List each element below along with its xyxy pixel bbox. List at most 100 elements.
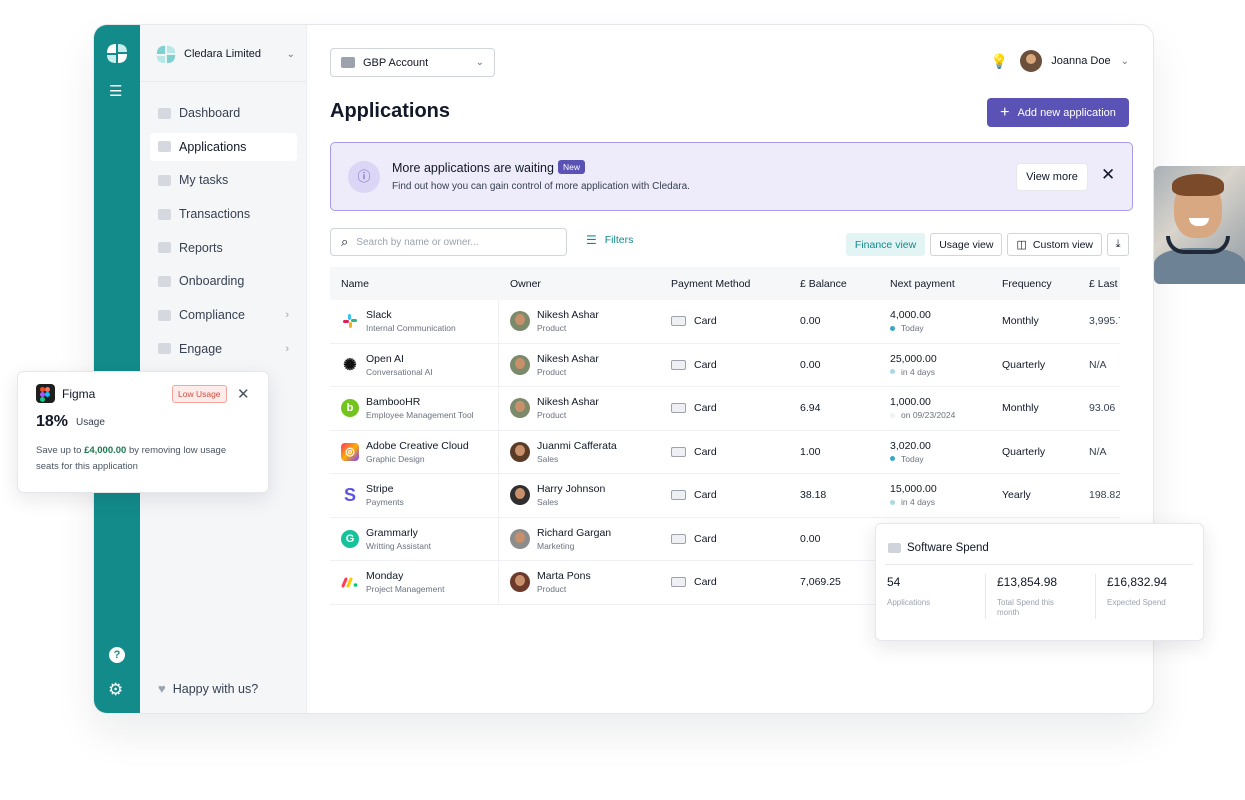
sidebar-item-compliance[interactable]: Compliance › [150, 301, 297, 329]
table-row[interactable]: b BambooHR Employee Management Tool Nikes… [330, 387, 1120, 431]
table-row[interactable]: ✺ Open AI Conversational AI Nikesh Ashar P… [330, 343, 1120, 387]
owner-name: Juanmi Cafferata [537, 439, 617, 452]
sidebar-item-my-tasks[interactable]: My tasks [150, 166, 297, 194]
dashboard-icon [158, 107, 171, 119]
app-name: Grammarly [366, 526, 418, 539]
spend-title: Software Spend [907, 542, 989, 554]
avatar [510, 354, 530, 375]
owner-dept: Product [537, 584, 567, 595]
view-switcher: Finance view Usage view ◫ Custom view ⤓ [845, 233, 1129, 256]
sidebar-item-transactions[interactable]: Transactions [150, 200, 297, 228]
owner-dept: Product [537, 366, 567, 377]
frequency: Monthly [1002, 402, 1039, 415]
help-icon[interactable]: ? [109, 647, 125, 663]
owner-dept: Product [537, 323, 567, 334]
sidebar-item-label: Applications [179, 139, 247, 154]
user-menu[interactable]: 💡 Joanna Doe ⌄ [991, 50, 1129, 72]
last-payment: 93.06 [1089, 402, 1116, 415]
add-application-button[interactable]: + Add new application [987, 98, 1129, 127]
balance: 6.94 [800, 402, 821, 415]
table-row[interactable]: Monday Project Management Marta Pons Produ… [330, 561, 1120, 605]
sidebar-item-dashboard[interactable]: Dashboard [150, 99, 297, 127]
sidebar-item-applications[interactable]: Applications [150, 132, 297, 161]
lightbulb-icon[interactable]: 💡 [990, 52, 1009, 69]
custom-view-button[interactable]: ◫ Custom view [1007, 233, 1102, 256]
filters-label: Filters [604, 234, 634, 246]
card-icon [671, 533, 686, 544]
feedback-link[interactable]: ♥ Happy with us? [158, 681, 258, 696]
app-category: Writting Assistant [366, 540, 432, 551]
owner-dept: Sales [537, 453, 559, 464]
view-more-button[interactable]: View more [1016, 163, 1088, 191]
sidebar-item-engage[interactable]: Engage › [150, 335, 297, 363]
table-row[interactable]: Slack Internal Communication Nikesh Ashar… [330, 300, 1120, 344]
sidebar-item-onboarding[interactable]: Onboarding [150, 267, 297, 295]
sidebar-item-reports[interactable]: Reports [150, 234, 297, 262]
menu-toggle-icon[interactable]: ☰ [109, 83, 123, 100]
finance-view-button[interactable]: Finance view [845, 233, 926, 256]
settings-gear-icon[interactable]: ⚙ [108, 680, 124, 699]
column-header[interactable]: £ Last pa [1089, 277, 1120, 290]
status-dot [890, 456, 895, 462]
column-header[interactable]: Name [341, 277, 370, 290]
column-header[interactable]: Owner [510, 277, 541, 290]
folder-icon [888, 543, 901, 553]
card-icon [671, 446, 686, 457]
avatar [1020, 50, 1043, 72]
table-row[interactable]: ◎ Adobe Creative Cloud Graphic Design Jua… [330, 430, 1120, 474]
filters-button[interactable]: ☰ Filters [586, 233, 633, 247]
next-payment-when: in 4 days [901, 497, 936, 508]
next-payment-amount: 1,000.00 [890, 396, 931, 409]
sidebar-item-label: Compliance [179, 308, 246, 323]
chevron-down-icon: ⌄ [286, 48, 295, 60]
next-payment-amount: 4,000.00 [890, 309, 931, 322]
app-name: Slack [366, 309, 392, 322]
app-category: Payments [366, 497, 404, 508]
avatar [510, 398, 530, 419]
table-row[interactable]: G Grammarly Writting Assistant Richard Ga… [330, 517, 1120, 561]
chevron-right-icon: › [285, 309, 289, 322]
pie-chart-icon [158, 242, 171, 254]
status-dot [890, 325, 895, 331]
app-name: Adobe Creative Cloud [366, 439, 469, 452]
payment-method: Card [694, 489, 717, 502]
stat-label: Total Spend this month [997, 598, 1054, 617]
close-icon[interactable]: ✕ [237, 386, 250, 403]
account-select[interactable]: GBP Account ⌄ [330, 48, 495, 77]
next-payment-when: Today [901, 453, 924, 464]
sidebar-item-label: Engage [179, 341, 223, 356]
users-icon [158, 275, 171, 287]
org-switcher[interactable]: Cledara Limited ⌄ [155, 41, 295, 67]
app-category: Internal Communication [366, 323, 456, 334]
heart-icon: ♥ [158, 681, 166, 696]
info-clock-icon: ⓘ [348, 161, 380, 193]
status-dot [890, 412, 895, 418]
payment-method: Card [694, 402, 717, 415]
owner-dept: Sales [537, 497, 559, 508]
sidebar-item-label: My tasks [179, 173, 229, 188]
table-row[interactable]: S Stripe Payments Harry Johnson Sales Card… [330, 474, 1120, 518]
usage-view-button[interactable]: Usage view [930, 233, 1003, 256]
column-header[interactable]: Next payment [890, 277, 955, 290]
folder-icon [158, 141, 171, 153]
app-name: Open AI [366, 352, 404, 365]
column-header[interactable]: Payment Method [671, 277, 751, 290]
savings-amount: £4,000.00 [84, 445, 127, 456]
owner-name: Nikesh Ashar [537, 309, 599, 322]
search-input[interactable]: ⌕ Search by name or owner... [330, 228, 567, 256]
frequency: Monthly [1002, 315, 1039, 328]
photo-smile [1189, 218, 1209, 226]
owner-name: Richard Gargan [537, 526, 612, 539]
openai-logo-icon: ✺ [341, 355, 359, 374]
new-badge: New [558, 160, 586, 174]
app-name: Monday [366, 570, 404, 583]
promo-banner: ⓘ More applications are waiting New Find… [330, 142, 1133, 211]
clipboard-icon [158, 174, 171, 186]
feedback-label: Happy with us? [172, 681, 259, 696]
close-icon[interactable]: ✕ [1101, 165, 1116, 184]
download-icon[interactable]: ⤓ [1107, 233, 1129, 256]
column-header[interactable]: Frequency [1002, 277, 1052, 290]
column-header[interactable]: £ Balance [800, 277, 847, 290]
divider [886, 564, 1193, 565]
add-application-label: Add new application [1017, 106, 1116, 119]
